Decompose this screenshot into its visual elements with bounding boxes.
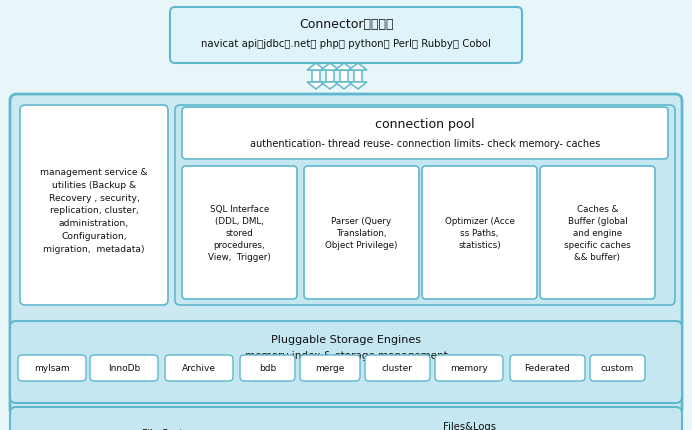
Bar <box>354 71 362 83</box>
Text: Caches &
Buffer (global
and engine
specific caches
&& buffer): Caches & Buffer (global and engine speci… <box>564 204 631 262</box>
Polygon shape <box>307 64 325 71</box>
Text: cluster: cluster <box>382 364 413 373</box>
Text: custom: custom <box>601 364 634 373</box>
FancyBboxPatch shape <box>175 106 675 305</box>
Polygon shape <box>321 64 339 71</box>
Text: connection pool: connection pool <box>375 118 475 131</box>
Text: Pluggable Storage Engines: Pluggable Storage Engines <box>271 334 421 344</box>
Polygon shape <box>321 83 339 90</box>
Polygon shape <box>335 83 353 90</box>
Text: Connector（连接）: Connector（连接） <box>299 18 393 31</box>
FancyBboxPatch shape <box>240 355 295 381</box>
Text: merge: merge <box>316 364 345 373</box>
FancyBboxPatch shape <box>182 166 297 299</box>
FancyBboxPatch shape <box>10 95 682 416</box>
Bar <box>340 71 348 83</box>
FancyBboxPatch shape <box>20 106 168 305</box>
Polygon shape <box>349 64 367 71</box>
FancyBboxPatch shape <box>304 166 419 299</box>
Text: Archive: Archive <box>182 364 216 373</box>
Text: myIsam: myIsam <box>34 364 70 373</box>
FancyBboxPatch shape <box>422 166 537 299</box>
Text: authentication- thread reuse- connection limits- check memory- caches: authentication- thread reuse- connection… <box>250 139 600 149</box>
Text: File System
NTFS-NFS
SAN NAS: File System NTFS-NFS SAN NAS <box>141 428 199 430</box>
FancyBboxPatch shape <box>90 355 158 381</box>
FancyBboxPatch shape <box>170 8 522 64</box>
Text: MySQL: MySQL <box>154 158 538 255</box>
FancyBboxPatch shape <box>182 108 668 160</box>
FancyBboxPatch shape <box>10 407 682 430</box>
FancyBboxPatch shape <box>540 166 655 299</box>
Text: bdb: bdb <box>259 364 276 373</box>
Text: Files&Logs
Redo,
Undo,Data,Index,Binary
Error,Query and Slow: Files&Logs Redo, Undo,Data,Index,Binary … <box>410 421 529 430</box>
FancyBboxPatch shape <box>510 355 585 381</box>
FancyBboxPatch shape <box>165 355 233 381</box>
FancyBboxPatch shape <box>435 355 503 381</box>
FancyBboxPatch shape <box>590 355 645 381</box>
Text: navicat api、jdbc、.net、 php、 python、 Perl、 Rubby、 Cobol: navicat api、jdbc、.net、 php、 python、 Perl… <box>201 39 491 49</box>
Text: memory index & storage management: memory index & storage management <box>245 350 447 360</box>
Text: management service &
utilities (Backup &
Recovery , security,
replication, clust: management service & utilities (Backup &… <box>40 168 148 253</box>
Polygon shape <box>349 83 367 90</box>
Polygon shape <box>335 64 353 71</box>
Text: SQL Interface
(DDL, DML,
stored
procedures,
View,  Trigger): SQL Interface (DDL, DML, stored procedur… <box>208 204 271 262</box>
Text: InnoDb: InnoDb <box>108 364 140 373</box>
Text: Federated: Federated <box>525 364 570 373</box>
FancyBboxPatch shape <box>10 321 682 403</box>
Text: Parser (Query
Translation,
Object Privilege): Parser (Query Translation, Object Privil… <box>325 216 398 249</box>
Bar <box>312 71 320 83</box>
Text: memory: memory <box>450 364 488 373</box>
FancyBboxPatch shape <box>300 355 360 381</box>
FancyBboxPatch shape <box>365 355 430 381</box>
Text: Optimizer (Acce
ss Paths,
statistics): Optimizer (Acce ss Paths, statistics) <box>444 216 514 249</box>
FancyBboxPatch shape <box>18 355 86 381</box>
Polygon shape <box>307 83 325 90</box>
Bar <box>326 71 334 83</box>
